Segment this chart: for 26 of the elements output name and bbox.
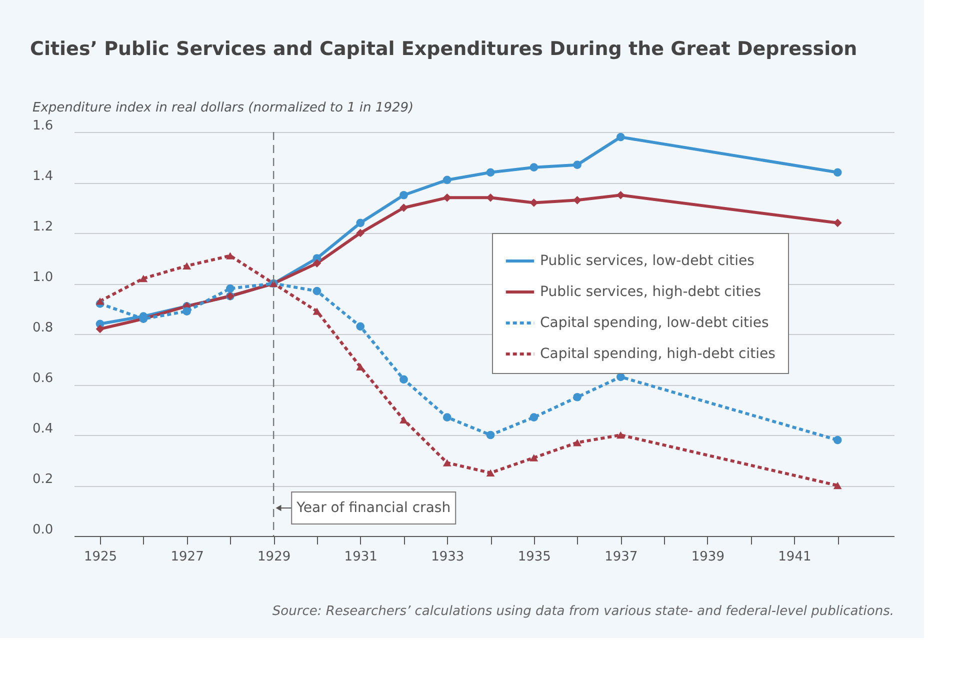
x-tick-label: 1939 xyxy=(691,550,724,564)
y-tick-label: 1.4 xyxy=(32,169,54,184)
y-tick-label: 1.6 xyxy=(32,118,54,134)
legend-label: Public services, low-debt cities xyxy=(540,253,754,269)
legend-label: Public services, high-debt cities xyxy=(540,284,761,300)
x-tick-label: 1925 xyxy=(84,550,118,564)
y-tick-label: 0.8 xyxy=(32,320,54,336)
x-tick-label: 1931 xyxy=(344,550,378,564)
x-tick-label: 1935 xyxy=(518,550,551,564)
y-axis-title: Expenditure index in real dollars (normalized to 1 in 1929) xyxy=(32,100,414,116)
y-tick-label: 0.4 xyxy=(32,422,54,436)
x-tick-label: 1933 xyxy=(431,550,464,564)
source-note: Source: Researchers’ calculations using data from various state- and federal-level publications. xyxy=(272,604,894,619)
chart-title: Cities’ Public Services and Capital Expenditures During the Great Depression xyxy=(30,38,858,60)
legend-label: Capital spending, high-debt cities xyxy=(540,346,776,362)
x-tick-label: 1927 xyxy=(170,550,204,564)
x-tick-label: 1941 xyxy=(778,550,812,564)
x-tick-label: 1937 xyxy=(604,550,638,564)
y-tick-label: 0.0 xyxy=(32,522,54,538)
y-tick-label: 0.2 xyxy=(32,472,54,487)
y-tick-label: 1.2 xyxy=(32,220,54,234)
legend-label: Capital spending, low-debt cities xyxy=(540,315,769,331)
ref-line-label: Year of financial crash xyxy=(296,500,451,516)
y-tick-label: 0.6 xyxy=(32,371,54,386)
y-tick-label: 1.0 xyxy=(32,270,54,285)
x-tick-label: 1929 xyxy=(258,550,291,564)
